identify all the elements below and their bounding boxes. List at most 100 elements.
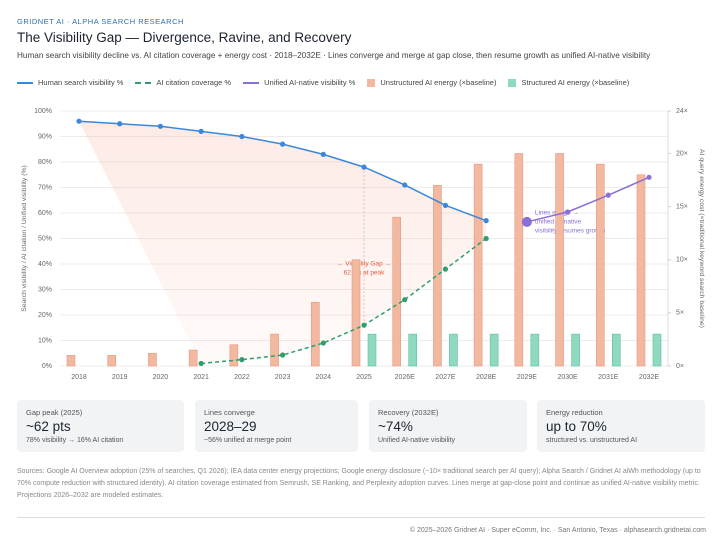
- kpi-value: ~62 pts: [26, 419, 71, 434]
- y-tick-label: 0%: [42, 363, 52, 370]
- bar: [514, 153, 524, 367]
- bar: [636, 174, 646, 367]
- gap-area: [79, 121, 487, 364]
- kpi-note: ~56% unified at merge point: [204, 437, 292, 444]
- bar: [595, 163, 605, 367]
- kpi-label: Recovery (2032E): [378, 408, 439, 417]
- x-tick-label: 2032E: [639, 374, 660, 381]
- subtitle: Human search visibility decline vs. AI c…: [17, 51, 651, 60]
- x-tick-label: 2030E: [557, 374, 578, 381]
- point: [442, 202, 449, 208]
- bar: [652, 333, 662, 367]
- point: [320, 151, 326, 157]
- legend-item: Unstructured AI energy (×baseline): [367, 78, 496, 87]
- y2-tick-label: 20×: [676, 150, 688, 157]
- kpi-card: Gap peak (2025) ~62 pts 78% visibility → 1…: [17, 400, 184, 452]
- y-tick-label: 60%: [38, 210, 52, 217]
- y2-tick-label: 0×: [676, 363, 684, 370]
- bar: [530, 333, 540, 367]
- legend-swatch: [508, 78, 517, 87]
- kpi-note: Unified AI-native visibility: [378, 437, 456, 444]
- point: [279, 141, 286, 147]
- kpi-card: Recovery (2032E) ~74% Unified AI-native vi…: [369, 400, 527, 452]
- kpi-note: 78% visibility → 16% AI citation: [26, 437, 124, 444]
- bar: [555, 153, 564, 367]
- legend-label: Human search visibility %: [38, 78, 124, 87]
- point: [483, 218, 489, 224]
- x-tick-label: 2028E: [476, 374, 497, 381]
- y-tick-label: 70%: [38, 184, 52, 191]
- bar: [408, 333, 418, 367]
- bar: [611, 333, 621, 367]
- legend-label: Unified AI-native visibility %: [264, 78, 356, 87]
- kpi-label: Energy reduction: [546, 408, 603, 417]
- point: [239, 133, 245, 140]
- y2-tick-label: 10×: [676, 257, 688, 264]
- bar: [433, 185, 442, 367]
- bar: [351, 259, 361, 367]
- point: [198, 360, 204, 367]
- legend-item: Structured AI energy (×baseline): [508, 78, 629, 87]
- point: [402, 182, 408, 188]
- bar: [148, 352, 157, 367]
- kpi-value: up to 70%: [546, 419, 607, 434]
- legend-item: Unified AI-native visibility %: [243, 78, 355, 87]
- point: [239, 357, 245, 363]
- y-tick-label: 20%: [38, 312, 52, 319]
- y-tick-label: 100%: [34, 108, 52, 115]
- x-tick-label: 2024: [315, 374, 331, 381]
- x-tick-label: 2031E: [598, 374, 619, 381]
- point: [198, 128, 204, 134]
- bar: [66, 355, 76, 367]
- legend-swatch: [17, 81, 33, 84]
- bar: [571, 333, 580, 367]
- x-tick-label: 2027E: [435, 374, 456, 381]
- bar: [270, 333, 279, 367]
- legend-swatch: [367, 78, 376, 87]
- kicker: GRIDNET AI · ALPHA SEARCH RESEARCH: [17, 17, 184, 26]
- y-tick-label: 10%: [38, 337, 52, 344]
- bar: [489, 333, 499, 367]
- point: [320, 340, 326, 346]
- x-tick-label: 2018: [71, 374, 87, 381]
- bar: [473, 163, 483, 367]
- point: [279, 352, 286, 358]
- y-tick-label: 40%: [38, 261, 52, 268]
- x-tick-label: 2029E: [517, 374, 538, 381]
- x-tick-label: 2025: [356, 374, 372, 381]
- y2-tick-label: 5×: [676, 310, 684, 317]
- bar: [392, 216, 402, 367]
- point: [605, 192, 611, 198]
- kpi-value: 2028–29: [204, 419, 257, 434]
- annotation: 62 pts at peak: [344, 270, 386, 277]
- bar: [188, 349, 198, 367]
- annotation: ← Visibility Gap →: [337, 261, 391, 268]
- point: [117, 121, 123, 127]
- kpi-card: Lines converge 2028–29 ~56% unified at mer…: [195, 400, 358, 452]
- legend-swatch: [243, 81, 260, 84]
- point: [646, 174, 652, 180]
- point: [402, 297, 408, 303]
- x-tick-label: 2023: [275, 374, 291, 381]
- x-tick-label: 2019: [112, 374, 128, 381]
- kpi-card: Energy reduction up to 70% structured vs. …: [537, 400, 705, 452]
- legend-item: AI citation coverage %: [135, 78, 231, 87]
- annotation: visibility resumes growth: [535, 228, 606, 235]
- point: [442, 266, 449, 272]
- x-tick-label: 2020: [153, 374, 169, 381]
- kpi-label: Lines converge: [204, 408, 255, 417]
- legend-label: Unstructured AI energy (×baseline): [380, 78, 497, 87]
- point: [521, 216, 532, 227]
- kpi-note: structured vs. unstructured AI: [546, 437, 638, 444]
- divider: [17, 517, 705, 518]
- y-tick-label: 90%: [38, 133, 52, 140]
- series-line: [201, 237, 487, 365]
- y2-tick-label: 15×: [676, 203, 688, 210]
- legend-label: AI citation coverage %: [156, 78, 232, 87]
- x-tick-label: 2026E: [395, 374, 416, 381]
- point: [76, 118, 82, 124]
- bar: [449, 333, 458, 367]
- bar: [107, 355, 117, 367]
- point: [483, 235, 489, 242]
